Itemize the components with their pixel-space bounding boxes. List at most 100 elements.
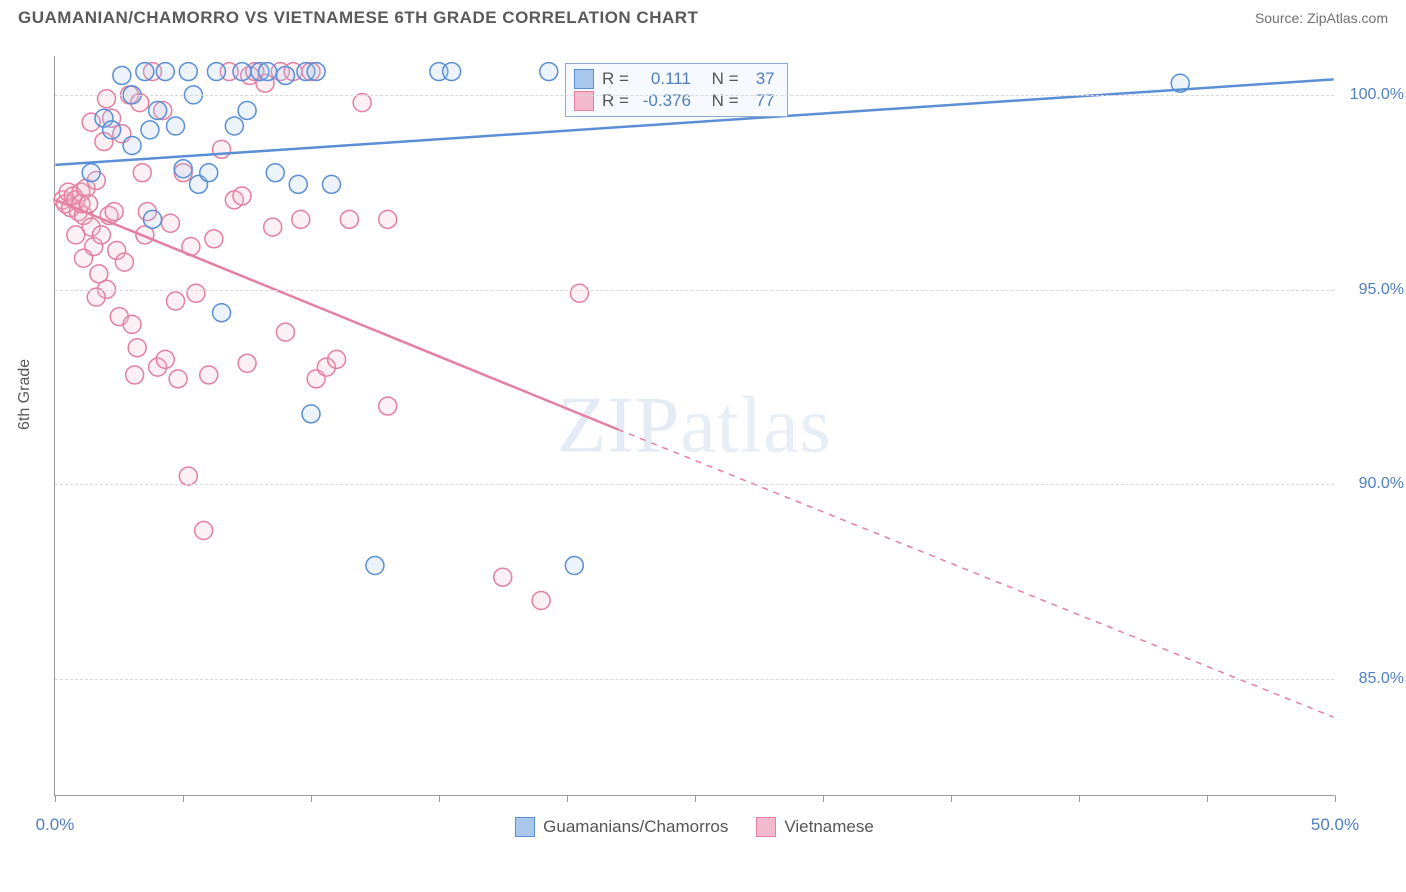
legend-label-guamanians: Guamanians/Chamorros	[543, 817, 728, 837]
data-point	[98, 90, 116, 108]
data-point	[200, 164, 218, 182]
data-point	[213, 140, 231, 158]
x-tick	[823, 795, 824, 802]
value-R-guamanians: 0.111	[637, 69, 691, 89]
grid-line	[55, 95, 1334, 96]
data-point	[82, 164, 100, 182]
trend-line	[55, 200, 617, 429]
data-point	[136, 63, 154, 81]
y-tick-label: 90.0%	[1359, 475, 1404, 493]
data-point	[328, 350, 346, 368]
grid-line	[55, 679, 1334, 680]
chart-plot-area: ZIPatlas R = 0.111 N = 37 R = -0.376 N =…	[54, 56, 1334, 796]
data-point	[379, 397, 397, 415]
trend-line-extrapolated	[618, 429, 1334, 717]
data-point	[179, 467, 197, 485]
legend-bottom: Guamanians/Chamorros Vietnamese	[55, 817, 1334, 837]
data-point	[353, 94, 371, 112]
grid-line	[55, 484, 1334, 485]
data-point	[87, 288, 105, 306]
data-point	[126, 366, 144, 384]
data-point	[259, 63, 277, 81]
data-point	[233, 187, 251, 205]
data-point	[443, 63, 461, 81]
data-point	[532, 592, 550, 610]
x-tick	[439, 795, 440, 802]
data-point	[238, 101, 256, 119]
data-point	[123, 315, 141, 333]
data-point	[238, 354, 256, 372]
y-tick-label: 95.0%	[1359, 281, 1404, 299]
data-point	[92, 226, 110, 244]
data-point	[67, 226, 85, 244]
source-label: Source: ZipAtlas.com	[1255, 10, 1388, 26]
data-point	[187, 284, 205, 302]
data-point	[276, 66, 294, 84]
legend-label-vietnamese: Vietnamese	[784, 817, 873, 837]
y-tick-label: 100.0%	[1350, 86, 1404, 104]
x-tick	[695, 795, 696, 802]
data-point	[225, 117, 243, 135]
legend-swatch-guamanians	[515, 817, 535, 837]
x-tick	[1335, 795, 1336, 802]
stats-legend-box: R = 0.111 N = 37 R = -0.376 N = 77	[565, 63, 788, 117]
data-point	[200, 366, 218, 384]
grid-line	[55, 290, 1334, 291]
data-point	[276, 323, 294, 341]
value-N-guamanians: 37	[747, 69, 775, 89]
stats-row-vietnamese: R = -0.376 N = 77	[574, 90, 775, 112]
data-point	[156, 63, 174, 81]
data-point	[167, 292, 185, 310]
x-tick	[1207, 795, 1208, 802]
x-tick-label: 0.0%	[36, 815, 75, 835]
data-point	[322, 175, 340, 193]
data-point	[128, 339, 146, 357]
data-point	[74, 249, 92, 267]
data-point	[141, 121, 159, 139]
data-point	[169, 370, 187, 388]
data-point	[167, 117, 185, 135]
label-N: N =	[712, 69, 739, 89]
data-point	[302, 405, 320, 423]
data-point	[366, 557, 384, 575]
data-point	[264, 218, 282, 236]
data-point	[149, 101, 167, 119]
data-point	[156, 350, 174, 368]
data-point	[340, 210, 358, 228]
legend-item-vietnamese: Vietnamese	[756, 817, 873, 837]
data-point	[266, 164, 284, 182]
data-point	[292, 210, 310, 228]
data-point	[540, 63, 558, 81]
x-tick	[311, 795, 312, 802]
data-point	[161, 214, 179, 232]
data-point	[179, 63, 197, 81]
swatch-guamanians	[574, 69, 594, 89]
data-point	[565, 557, 583, 575]
x-tick	[951, 795, 952, 802]
legend-swatch-vietnamese	[756, 817, 776, 837]
x-tick	[55, 795, 56, 802]
data-point	[144, 210, 162, 228]
data-point	[115, 253, 133, 271]
x-tick-label: 50.0%	[1311, 815, 1359, 835]
chart-title: GUAMANIAN/CHAMORRO VS VIETNAMESE 6TH GRA…	[18, 8, 698, 28]
stats-row-guamanians: R = 0.111 N = 37	[574, 68, 775, 90]
y-axis-label: 6th Grade	[16, 359, 34, 430]
data-point	[123, 136, 141, 154]
x-tick	[1079, 795, 1080, 802]
data-point	[103, 121, 121, 139]
chart-svg	[55, 56, 1334, 795]
data-point	[113, 66, 131, 84]
data-point	[570, 284, 588, 302]
data-point	[494, 568, 512, 586]
legend-item-guamanians: Guamanians/Chamorros	[515, 817, 728, 837]
data-point	[174, 160, 192, 178]
data-point	[195, 522, 213, 540]
data-point	[289, 175, 307, 193]
y-tick-label: 85.0%	[1359, 670, 1404, 688]
data-point	[307, 63, 325, 81]
x-tick	[183, 795, 184, 802]
data-point	[213, 304, 231, 322]
data-point	[205, 230, 223, 248]
data-point	[207, 63, 225, 81]
